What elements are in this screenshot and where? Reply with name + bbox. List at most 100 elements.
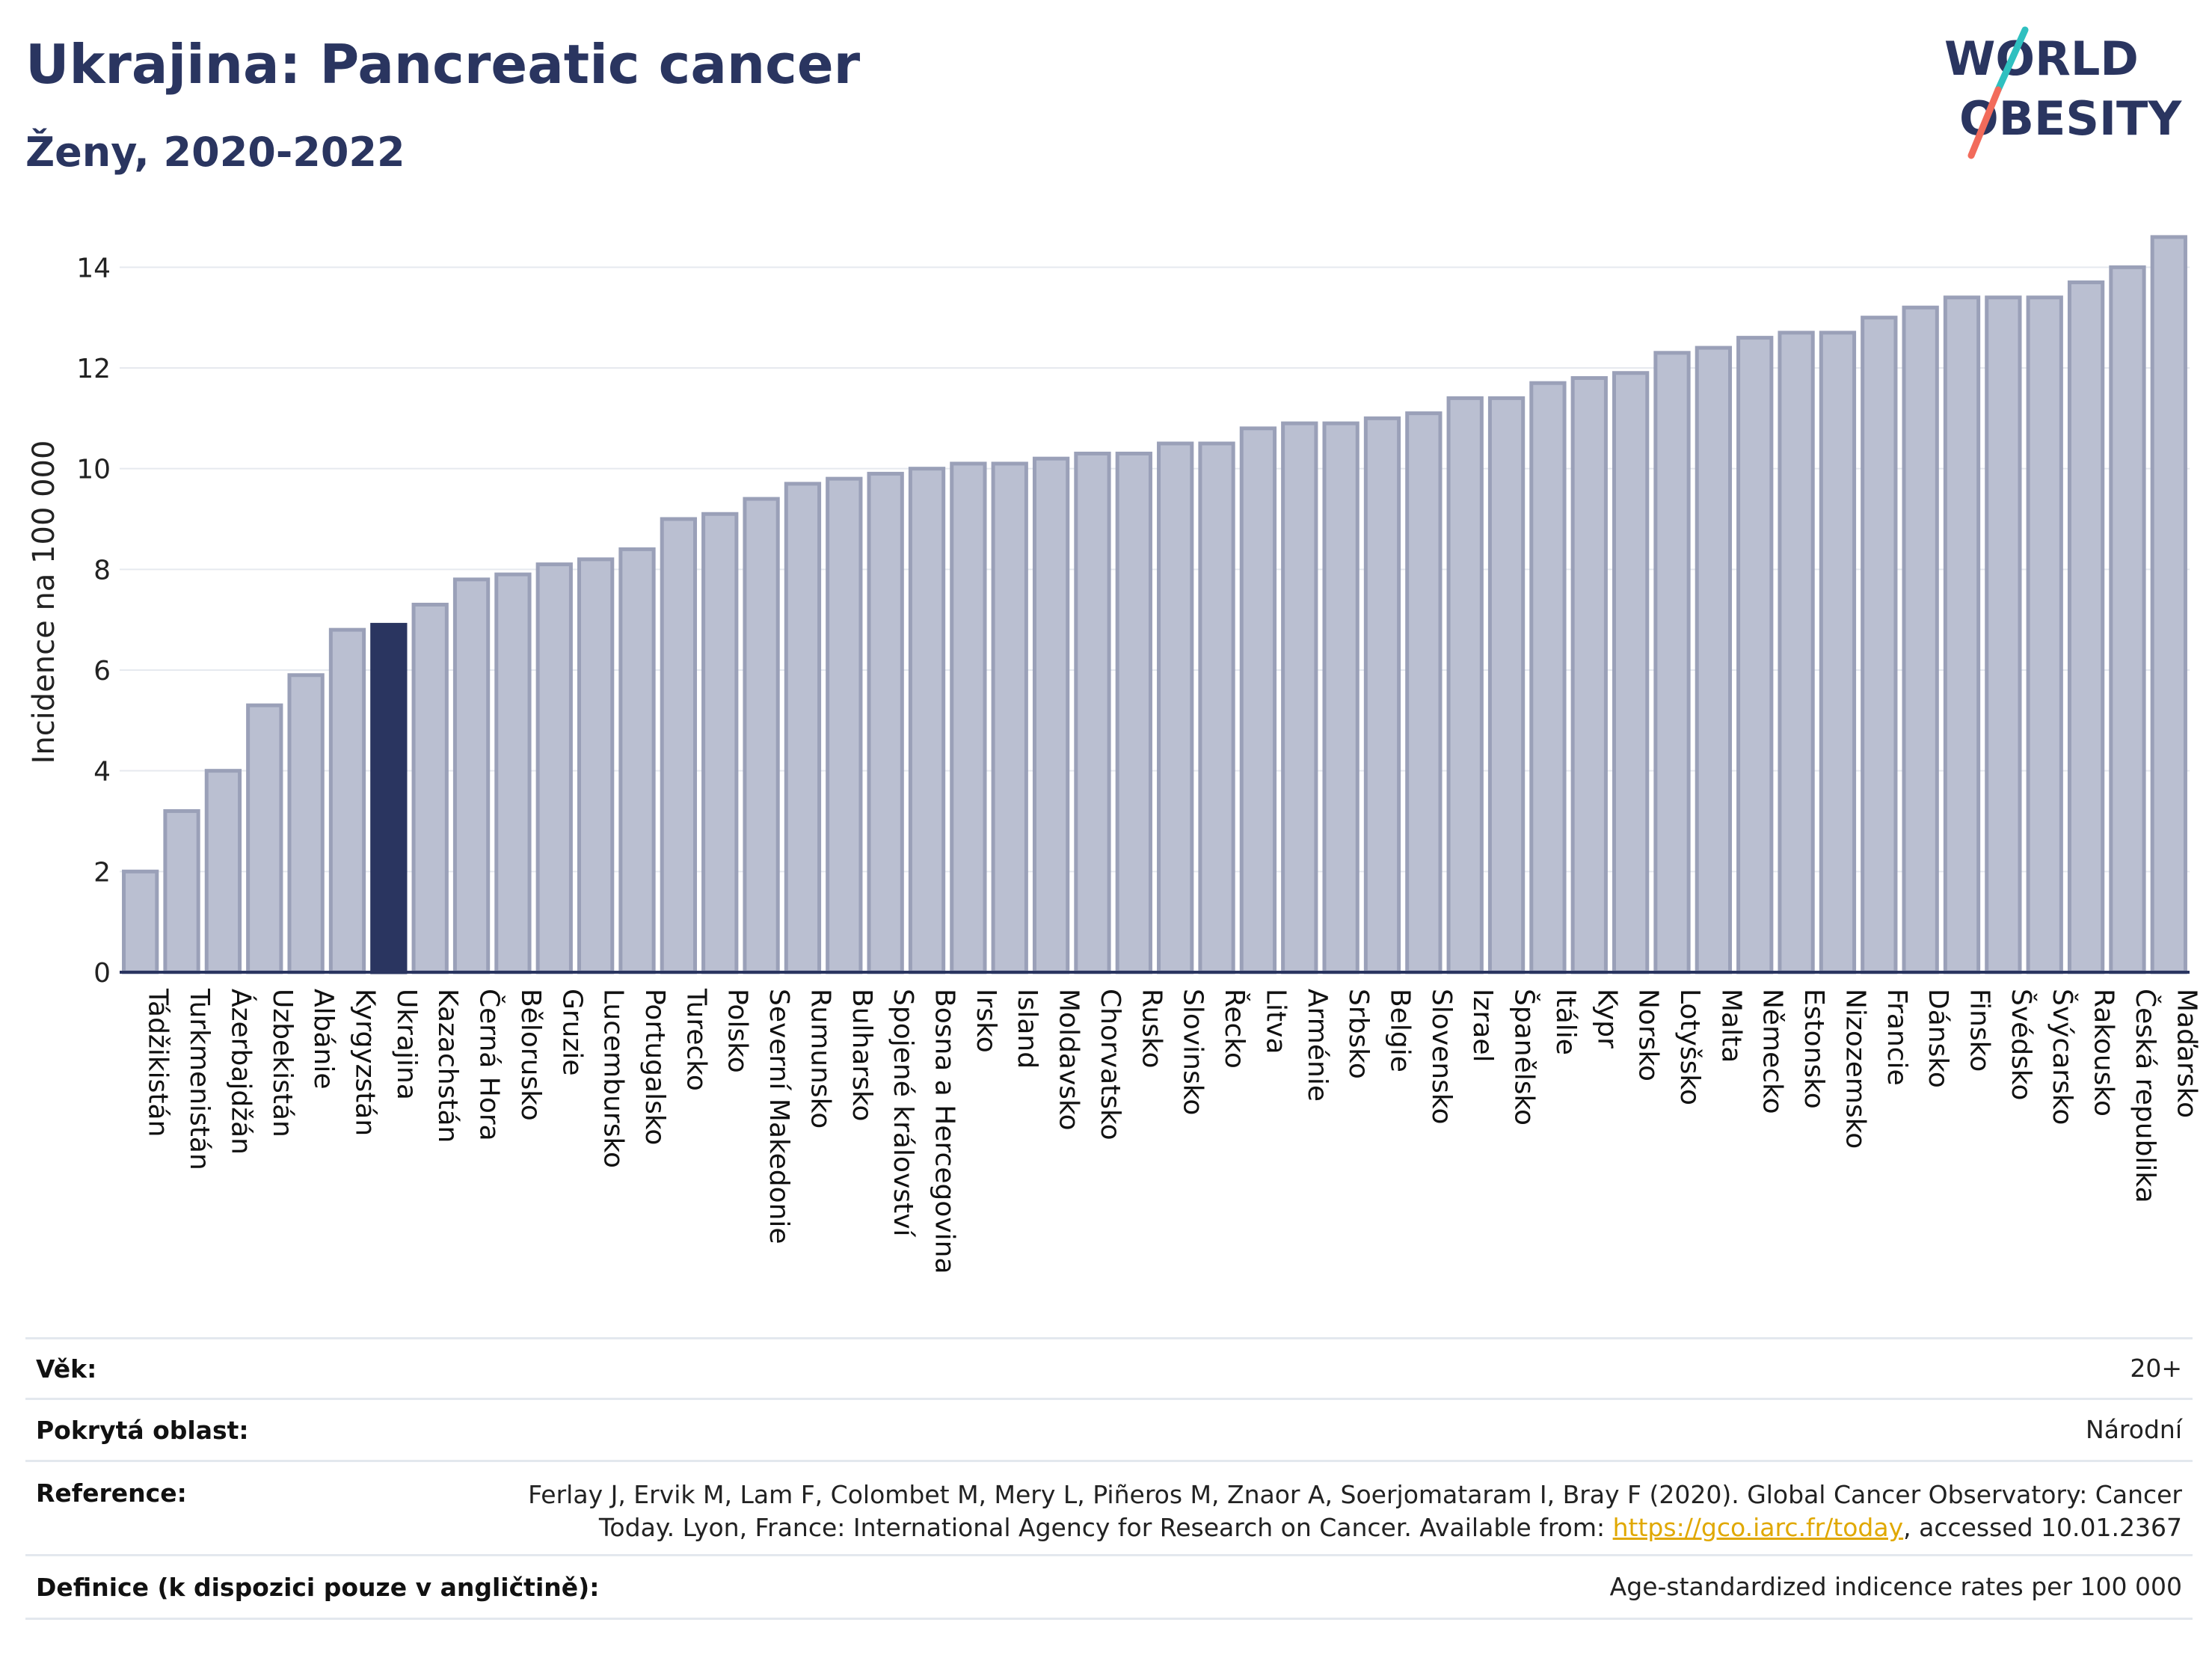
bar [2150,235,2187,974]
y-tick-label: 10 [76,455,111,485]
x-tick-label: Tádžikistán [143,988,173,1137]
bar [618,547,656,974]
bar [1198,441,1235,974]
bar [1612,371,1650,974]
y-tick-label: 2 [93,857,111,888]
x-axis-labels: Tádžikistán Turkmenistán Ázerbajdžán Uzbeki… [143,988,2202,1274]
bar [1322,421,1360,974]
info-key-reference: Reference: [36,1479,187,1508]
bar [950,461,987,974]
reference-line2-post: , accessed 10.01.2367 [1903,1513,2182,1542]
x-tick-label: Irsko [971,989,1001,1053]
x-tick-label: Gruzie [556,989,587,1076]
x-tick-label: Bosna a Hercegovina [930,989,960,1274]
info-row-reference: Reference: Ferlay J, Ervik M, Lam F, Col… [25,1460,2193,1554]
bar [1446,396,1484,974]
bar [1487,396,1526,974]
bar [1115,451,1152,974]
x-tick-label: Polsko [722,989,753,1073]
x-tick-label: Slovinsko [1178,989,1208,1115]
x-tick-label: Bulharsko [847,989,877,1122]
y-tick-label: 12 [76,354,111,384]
bar [1861,316,1898,974]
bar [1281,421,1318,974]
bar [1405,411,1443,974]
info-row-definition: Definice (k dispozici pouze v angličtině… [25,1554,2193,1620]
bar [1239,426,1277,974]
info-table: Věk: 20+ Pokrytá oblast: Národní Referen… [25,1337,2193,1620]
bar [1902,305,1939,974]
bar [1363,416,1401,974]
x-tick-label: Ukrajina [391,989,422,1100]
info-key-age: Věk: [36,1354,97,1384]
x-tick-label: Itálie [1550,989,1581,1055]
x-tick-label: Chorvatsko [1095,989,1125,1140]
x-tick-label: Maďarsko [2171,989,2202,1118]
info-row-coverage: Pokrytá oblast: Národní [25,1398,2193,1460]
bar [122,869,159,974]
x-tick-label: Švýcarsko [2047,989,2078,1125]
x-tick-label: Moldavsko [1054,989,1084,1131]
bar [452,577,491,974]
x-tick-label: Slovensko [1426,989,1457,1124]
x-tick-label: Nizozemsko [1840,989,1870,1149]
x-tick-label: Turecko [681,988,711,1091]
info-row-age: Věk: 20+ [25,1337,2193,1398]
x-tick-label: Island [1012,989,1042,1069]
x-tick-label: Švédsko [2006,989,2037,1101]
y-tick-label: 4 [93,757,111,787]
x-tick-label: Litva [1260,989,1291,1054]
bar [1032,456,1070,974]
x-tick-label: Francie [1881,989,1912,1086]
x-tick-label: Česká republika [2130,989,2161,1203]
bar [1570,375,1608,974]
reference-line1: Ferlay J, Ervik M, Lam F, Colombet M, Me… [528,1480,2182,1509]
reference-link[interactable]: https://gco.iarc.fr/today [1612,1513,1904,1542]
x-tick-label: Estonsko [1798,989,1829,1109]
bar [867,471,904,974]
bar [1074,451,1111,974]
x-tick-label: Černá Hora [474,989,506,1141]
bar [1695,346,1733,974]
x-tick-label: Kazachstán [432,989,463,1143]
bar [1778,331,1815,974]
bar-chart: 0 2 4 6 8 10 12 14 Tádžikistán Turkmenistán Ázerb… [27,235,2202,1274]
x-tick-label: Rumunsko [805,989,835,1129]
x-tick-label: Severní Makedonie [764,989,794,1244]
y-axis-ticks: 0 2 4 6 8 10 12 14 [76,253,111,989]
info-key-definition: Definice (k dispozici pouze v angličtině… [36,1572,600,1602]
logo-line1: WORLD [1944,31,2139,86]
x-tick-label: Rusko [1136,989,1167,1069]
x-tick-label: Ázerbajdžán [225,989,256,1155]
x-tick-label: Lucembursko [598,989,629,1168]
x-tick-label: Lotyšsko [1674,989,1705,1105]
info-value-reference: Ferlay J, Ervik M, Lam F, Colombet M, Me… [528,1479,2182,1544]
bar [328,627,366,974]
bars-layer [122,235,2187,974]
bar [2067,280,2105,974]
page-subtitle: Ženy, 2020-2022 [25,129,405,176]
info-value-definition: Age-standardized indicence rates per 100… [1609,1572,2182,1601]
y-tick-label: 14 [76,253,111,283]
x-tick-label: Rakousko [2089,989,2119,1117]
info-value-age: 20+ [2130,1354,2182,1383]
x-tick-label: Srbsko [1343,989,1374,1079]
bar [1736,336,1774,974]
bar [246,703,283,974]
x-tick-label: Malta [1715,989,1746,1063]
bar [701,512,739,974]
bar [577,557,615,974]
bar [163,809,200,974]
x-tick-label: Finsko [1964,989,1995,1072]
bar [287,673,325,974]
bar [660,517,698,974]
reference-line2-pre: Today. Lyon, France: International Agenc… [598,1513,1613,1542]
y-tick-label: 0 [93,958,111,989]
logo-slash-teal [1994,26,2029,93]
bar [1157,441,1194,974]
world-obesity-logo: WORLD OBESITY [1944,26,2182,159]
bar [204,769,242,974]
x-tick-label: Bělorusko [515,989,546,1121]
bar [908,467,946,974]
bar [2026,295,2063,974]
